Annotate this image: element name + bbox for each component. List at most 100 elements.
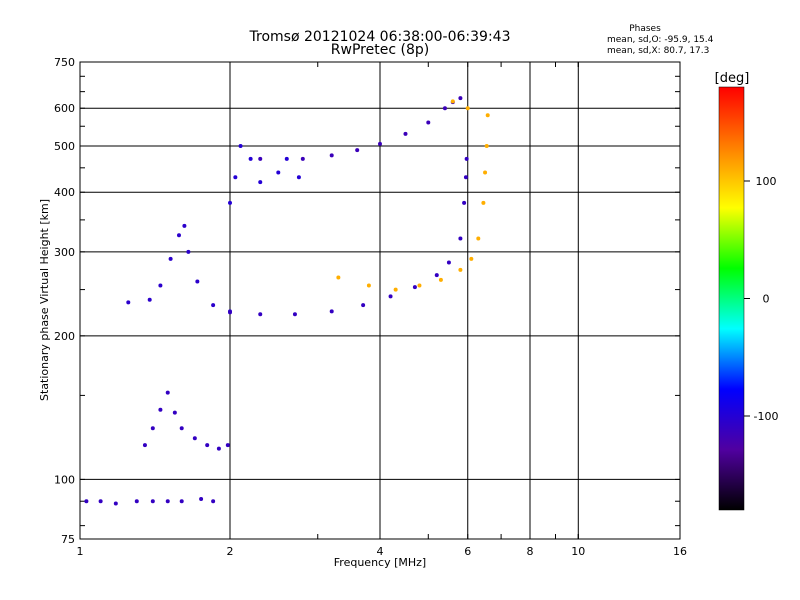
data-point [458, 96, 463, 101]
data-point [179, 499, 184, 504]
x-tick-label: 6 [464, 545, 471, 558]
data-point [192, 436, 197, 441]
data-point [211, 303, 216, 308]
data-point [446, 260, 451, 265]
data-point [442, 106, 447, 111]
chart-title: Tromsø 20121024 06:38:00-06:39:43 [249, 29, 511, 45]
stats-line-x: mean, sd,X: 80.7, 17.3 [607, 46, 709, 56]
colorbar [718, 86, 745, 511]
colorbar-ticks: 100 0 -100 [744, 175, 778, 423]
y-tick-labels: 75 100 200 300 400 500 600 750 [54, 56, 75, 546]
grid-lines [80, 62, 680, 539]
data-point [179, 426, 184, 431]
data-point [186, 249, 191, 254]
data-point [84, 499, 89, 504]
data-point [426, 120, 431, 125]
y-tick-label: 300 [54, 246, 75, 259]
data-point [412, 285, 417, 290]
data-point [458, 236, 463, 241]
data-point [463, 175, 468, 180]
data-point [378, 141, 382, 146]
data-point [336, 275, 341, 280]
data-point [113, 501, 118, 506]
y-tick-label: 750 [54, 56, 75, 69]
stats-line-o: mean, sd,O: -95.9, 15.4 [607, 35, 714, 45]
x-axis-label: Frequency [MHz] [334, 556, 426, 569]
data-point [393, 287, 398, 292]
data-point [284, 156, 289, 161]
y-tick-label: 500 [54, 140, 75, 153]
data-point [417, 283, 422, 288]
data-point [182, 223, 187, 228]
x-tick-label: 1 [77, 545, 84, 558]
data-point [485, 113, 490, 118]
data-point [469, 256, 474, 261]
x-tick-label: 4 [377, 545, 384, 558]
data-point [403, 131, 408, 136]
data-point [481, 200, 486, 205]
data-point [258, 312, 263, 317]
data-point [483, 170, 488, 175]
y-tick-label: 75 [61, 533, 75, 546]
data-point [205, 443, 210, 448]
data-point [98, 499, 103, 504]
data-point [238, 143, 243, 148]
y-axis-label: Stationary phase Virtual Height [km] [38, 199, 51, 401]
data-point [464, 156, 469, 161]
data-point [172, 410, 177, 415]
data-point [465, 106, 470, 111]
data-point [258, 156, 263, 161]
data-point [228, 200, 232, 205]
data-point [134, 499, 139, 504]
data-points [84, 96, 490, 506]
colorbar-tick-label: 0 [763, 293, 770, 306]
data-point [216, 446, 221, 451]
data-point [329, 309, 334, 314]
x-tick-label: 2 [227, 545, 234, 558]
data-point [366, 283, 371, 288]
data-point [165, 390, 170, 395]
minor-ticks [80, 62, 680, 539]
data-point [225, 443, 230, 448]
data-point [158, 407, 163, 412]
data-point [176, 233, 181, 238]
data-point [276, 170, 281, 175]
chart-subtitle: RwPretec (8p) [331, 42, 429, 58]
data-point [150, 426, 155, 431]
data-point [462, 200, 467, 205]
data-point [434, 273, 439, 278]
y-tick-label: 600 [54, 102, 75, 115]
data-point [484, 143, 489, 148]
data-point [195, 279, 200, 284]
data-point [296, 175, 301, 180]
y-tick-label: 100 [54, 473, 75, 486]
data-point [292, 312, 297, 317]
data-point [150, 499, 155, 504]
data-point [329, 153, 334, 158]
data-point [228, 310, 232, 315]
stats-heading: Phases [629, 24, 661, 34]
data-point [300, 156, 305, 161]
colorbar-tick-label: 100 [756, 175, 777, 188]
data-point [248, 156, 253, 161]
y-tick-label: 200 [54, 330, 75, 343]
data-point [147, 297, 152, 302]
colorbar-label: [deg] [715, 71, 750, 86]
data-point [258, 180, 263, 185]
data-point [361, 303, 366, 308]
data-point [476, 236, 481, 241]
data-point [158, 283, 163, 288]
colorbar-tick-label: -100 [754, 410, 779, 423]
data-point [438, 277, 443, 282]
data-point [233, 175, 238, 180]
data-point [355, 148, 360, 153]
x-tick-label: 16 [673, 545, 687, 558]
data-point [168, 256, 173, 261]
data-point [165, 499, 170, 504]
data-point [450, 99, 455, 104]
data-point [142, 443, 147, 448]
data-point [388, 294, 393, 299]
data-point [126, 300, 131, 305]
y-tick-label: 400 [54, 186, 75, 199]
